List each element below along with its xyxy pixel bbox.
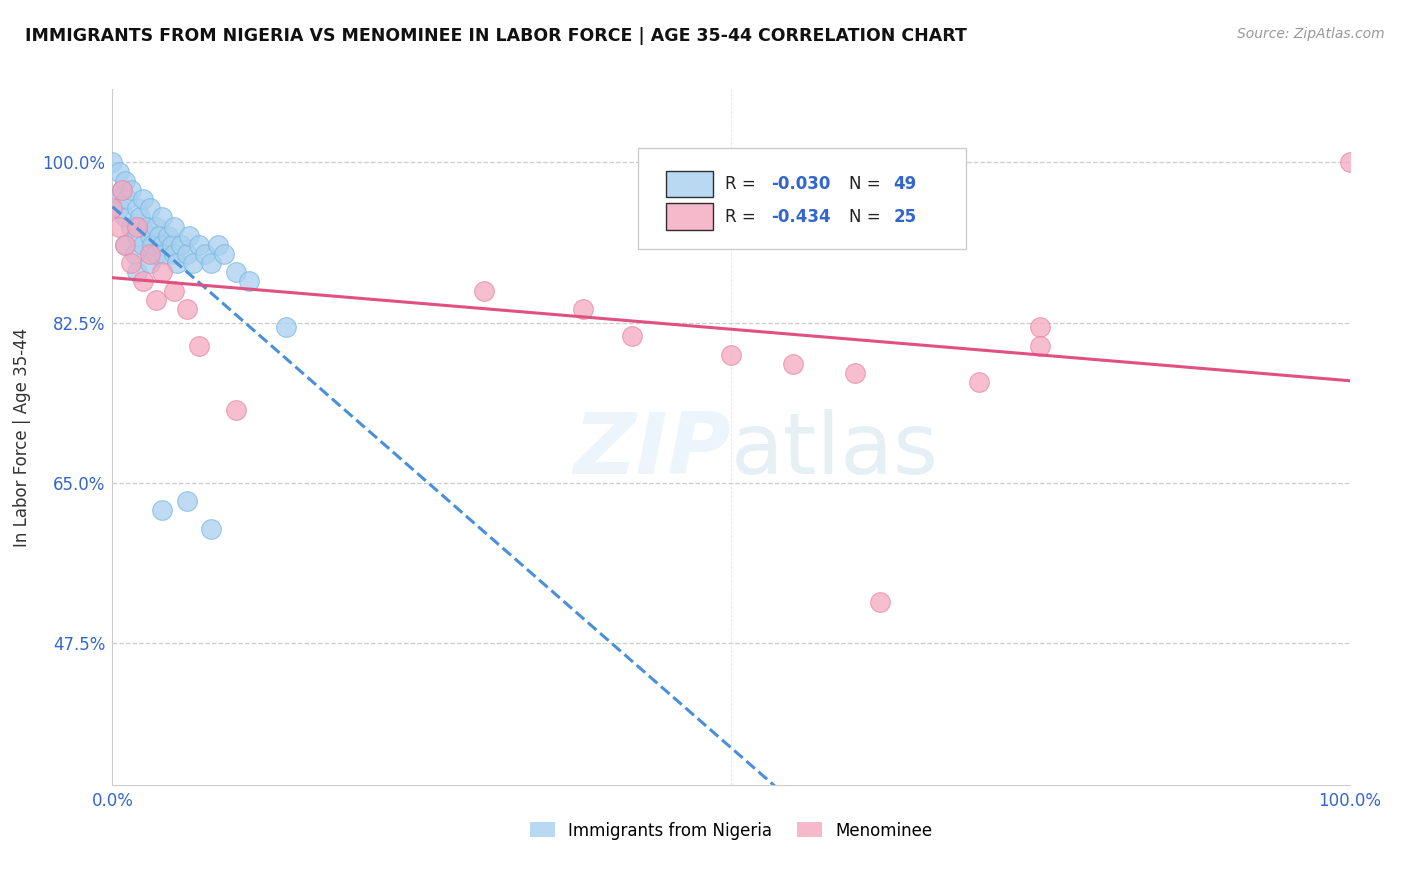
Point [107, 219, 129, 234]
Point [145, 247, 167, 261]
Point [107, 164, 129, 178]
Point [101, 155, 124, 169]
Point [145, 219, 167, 234]
Point [101, 201, 124, 215]
Point [1029, 320, 1052, 334]
Point [148, 228, 170, 243]
Point [111, 183, 134, 197]
Point [967, 375, 990, 389]
Text: atlas: atlas [731, 409, 939, 492]
Point [844, 366, 866, 380]
Point [166, 256, 188, 270]
Point [169, 237, 191, 252]
Point [128, 211, 150, 225]
Point [225, 265, 247, 279]
Point [194, 247, 217, 261]
Point [138, 247, 160, 261]
Point [120, 183, 142, 197]
Point [132, 237, 155, 252]
Point [163, 247, 186, 261]
Point [238, 275, 260, 289]
FancyBboxPatch shape [638, 148, 966, 249]
Point [138, 201, 160, 215]
Point [150, 237, 173, 252]
Text: 49: 49 [893, 175, 917, 193]
Point [200, 522, 222, 536]
Text: R =: R = [725, 175, 761, 193]
Point [621, 329, 644, 343]
Point [124, 247, 146, 261]
Point [132, 192, 155, 206]
Point [132, 275, 155, 289]
Point [117, 192, 139, 206]
Point [136, 219, 159, 234]
Point [145, 293, 167, 307]
Point [176, 247, 198, 261]
Point [114, 174, 136, 188]
Point [869, 595, 891, 609]
Point [720, 348, 742, 362]
Legend: Immigrants from Nigeria, Menominee: Immigrants from Nigeria, Menominee [523, 815, 939, 847]
Point [107, 201, 129, 215]
Point [150, 503, 173, 517]
Point [188, 338, 211, 352]
Text: N =: N = [849, 175, 886, 193]
Point [127, 228, 149, 243]
Point [571, 301, 593, 316]
Point [181, 256, 204, 270]
Point [200, 256, 222, 270]
Point [188, 237, 211, 252]
Point [127, 219, 149, 234]
Point [157, 228, 180, 243]
Text: -0.434: -0.434 [770, 208, 831, 226]
Text: IMMIGRANTS FROM NIGERIA VS MENOMINEE IN LABOR FORCE | AGE 35-44 CORRELATION CHAR: IMMIGRANTS FROM NIGERIA VS MENOMINEE IN … [25, 27, 967, 45]
Point [120, 219, 142, 234]
Point [127, 201, 149, 215]
Point [138, 228, 160, 243]
Point [153, 247, 176, 261]
Text: N =: N = [849, 208, 886, 226]
Text: R =: R = [725, 208, 761, 226]
FancyBboxPatch shape [665, 203, 713, 230]
Point [207, 237, 229, 252]
Point [274, 320, 297, 334]
Point [160, 237, 183, 252]
Point [141, 237, 163, 252]
Point [138, 256, 160, 270]
Text: 25: 25 [893, 208, 917, 226]
Point [212, 247, 235, 261]
Point [782, 357, 804, 371]
Point [1339, 155, 1361, 169]
Text: ZIP: ZIP [574, 409, 731, 492]
Point [225, 402, 247, 417]
Point [179, 228, 201, 243]
Point [150, 265, 173, 279]
Point [150, 211, 173, 225]
Point [472, 284, 495, 298]
Text: Source: ZipAtlas.com: Source: ZipAtlas.com [1237, 27, 1385, 41]
Point [127, 265, 149, 279]
Point [1029, 338, 1052, 352]
Point [163, 284, 186, 298]
Point [101, 192, 124, 206]
Point [176, 301, 198, 316]
Point [114, 237, 136, 252]
Y-axis label: In Labor Force | Age 35-44: In Labor Force | Age 35-44 [14, 327, 31, 547]
Point [114, 211, 136, 225]
Point [114, 237, 136, 252]
Text: -0.030: -0.030 [770, 175, 830, 193]
Point [111, 183, 134, 197]
Point [120, 256, 142, 270]
FancyBboxPatch shape [665, 170, 713, 197]
Point [163, 219, 186, 234]
Point [176, 494, 198, 508]
